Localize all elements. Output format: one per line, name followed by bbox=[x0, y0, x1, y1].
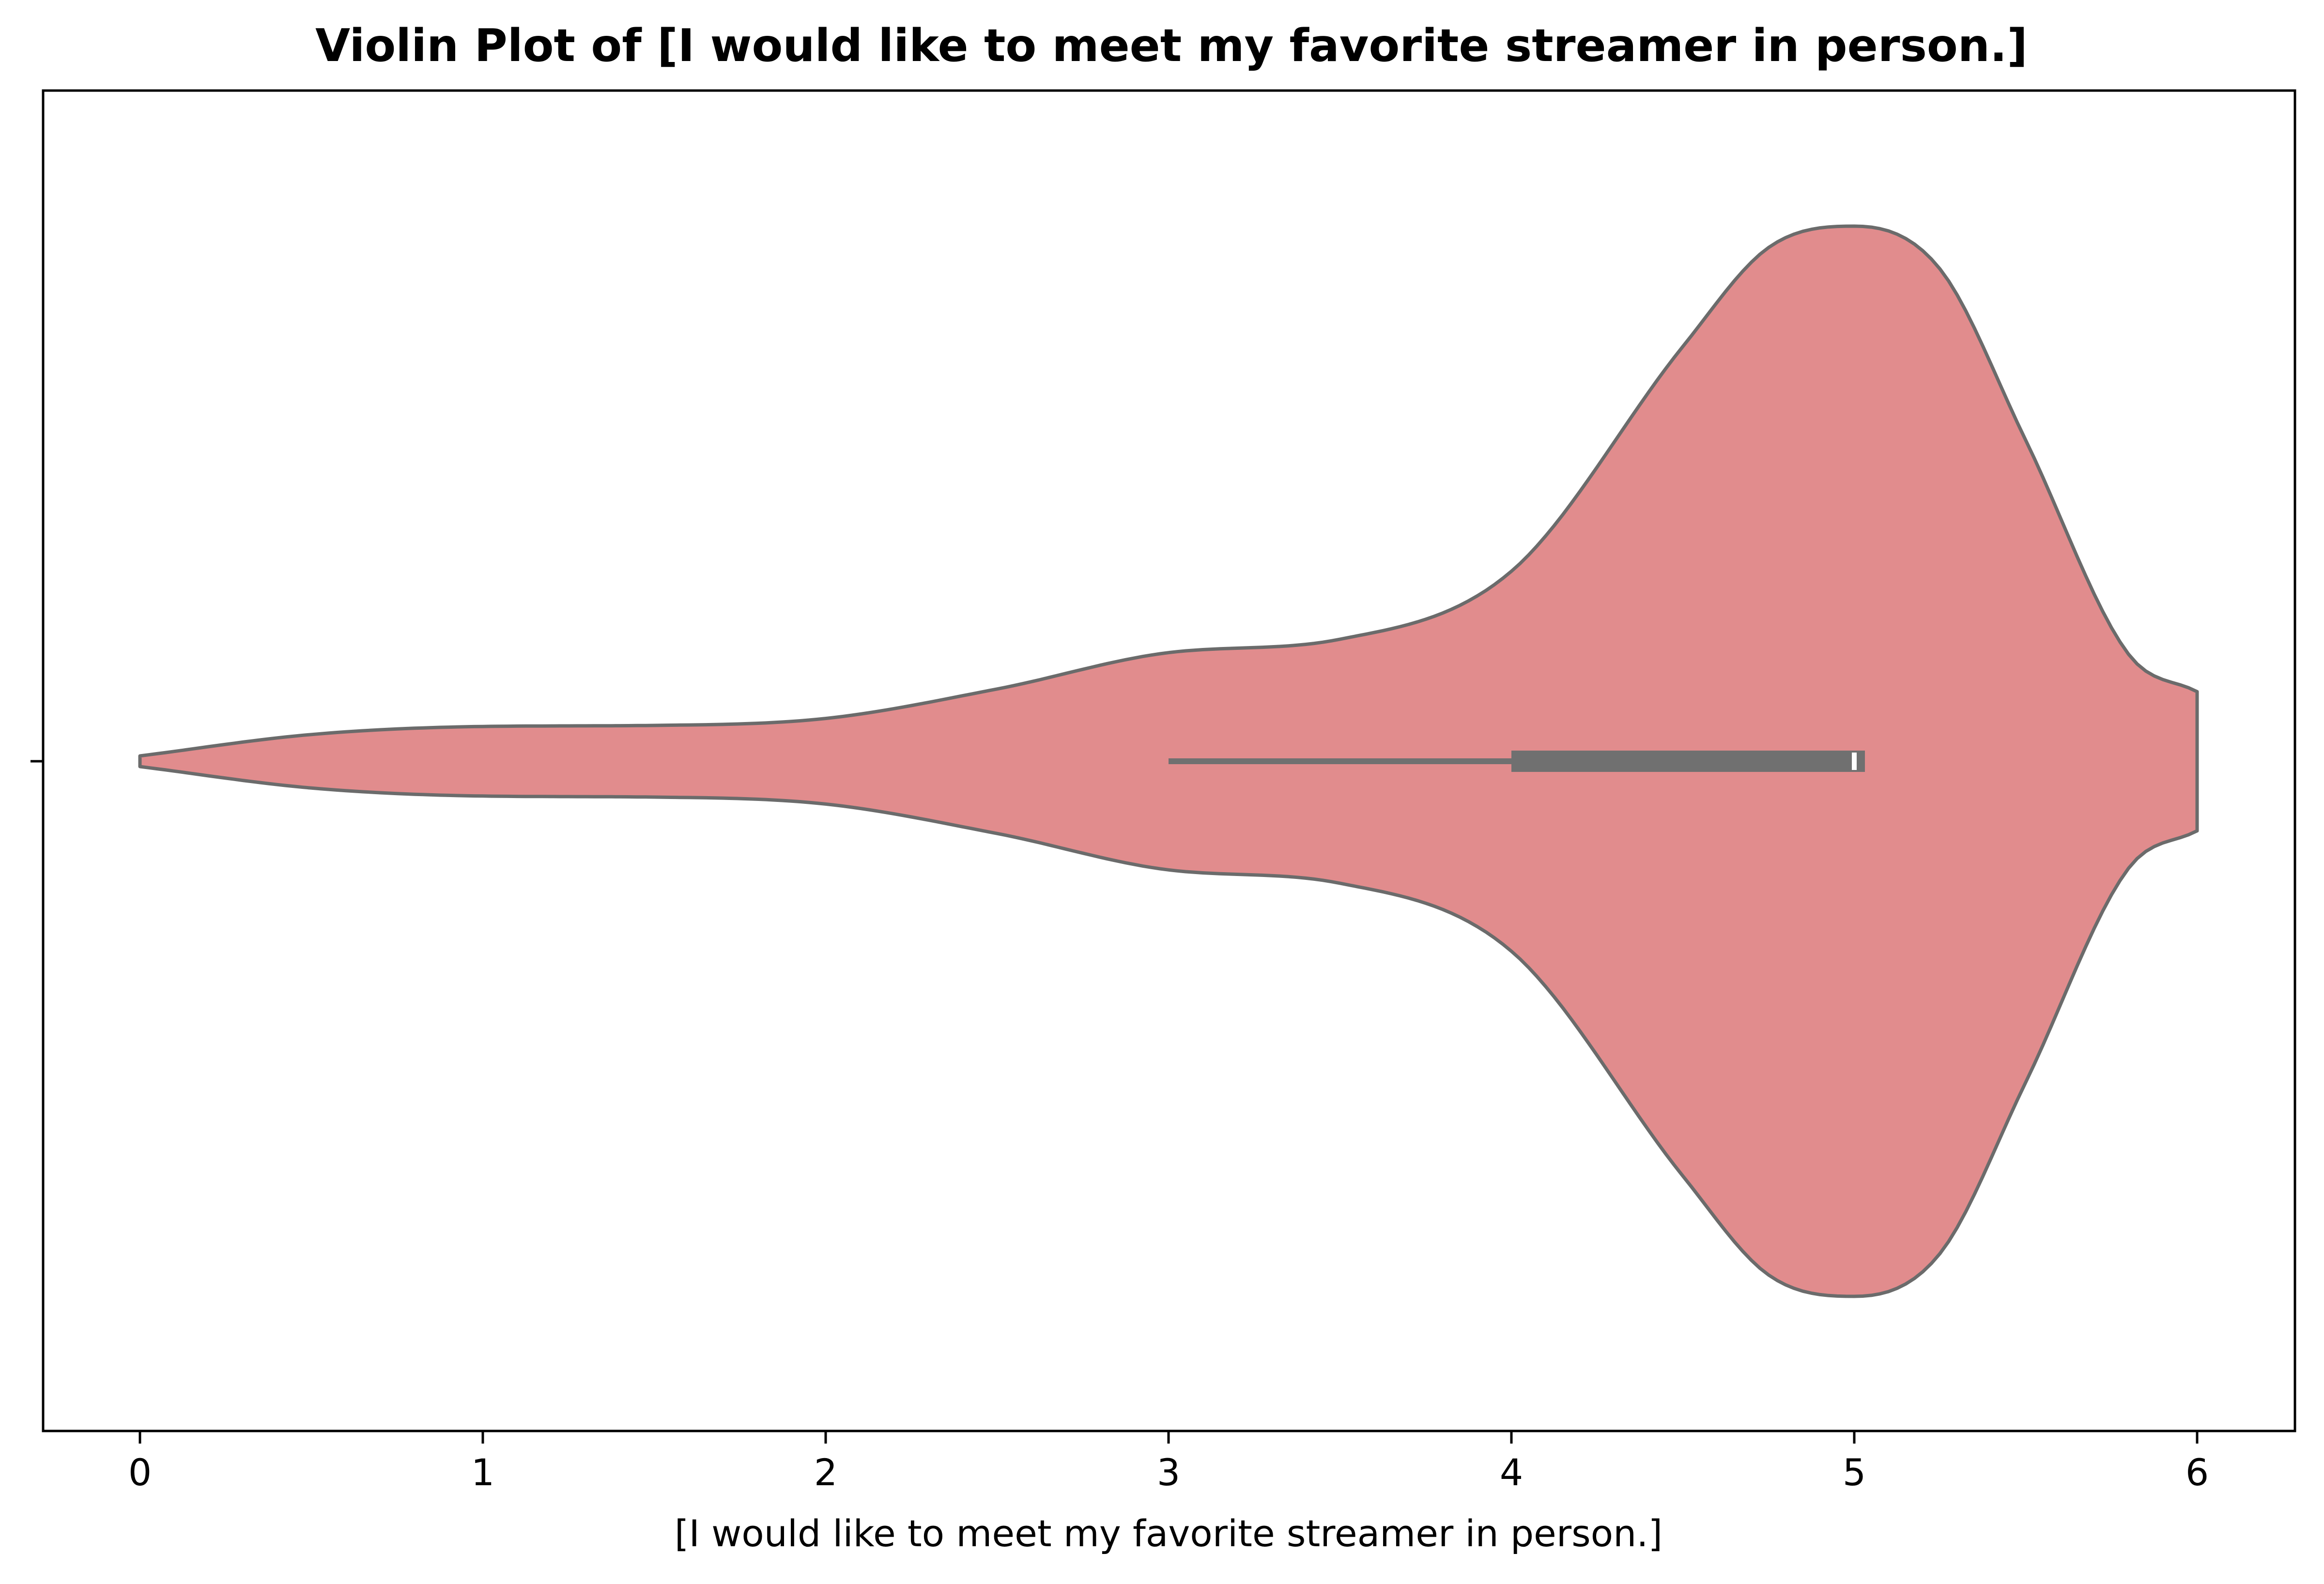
x-tick-label: 0 bbox=[128, 1451, 152, 1494]
iqr-box bbox=[1511, 751, 1865, 772]
plot-area bbox=[138, 224, 2199, 1298]
x-axis: 0 1 2 3 4 5 6 bbox=[128, 1431, 2209, 1494]
median-marker bbox=[1852, 753, 1857, 770]
x-tick-label: 4 bbox=[1500, 1451, 1523, 1494]
x-axis-label: [I would like to meet my favorite stream… bbox=[675, 1512, 1662, 1555]
chart-title: Violin Plot of [I would like to meet my … bbox=[315, 19, 2028, 72]
x-tick-label: 6 bbox=[2185, 1451, 2209, 1494]
x-tick-label: 5 bbox=[1843, 1451, 1866, 1494]
x-tick-label: 1 bbox=[471, 1451, 494, 1494]
x-tick-label: 3 bbox=[1157, 1451, 1180, 1494]
x-tick-label: 2 bbox=[814, 1451, 837, 1494]
